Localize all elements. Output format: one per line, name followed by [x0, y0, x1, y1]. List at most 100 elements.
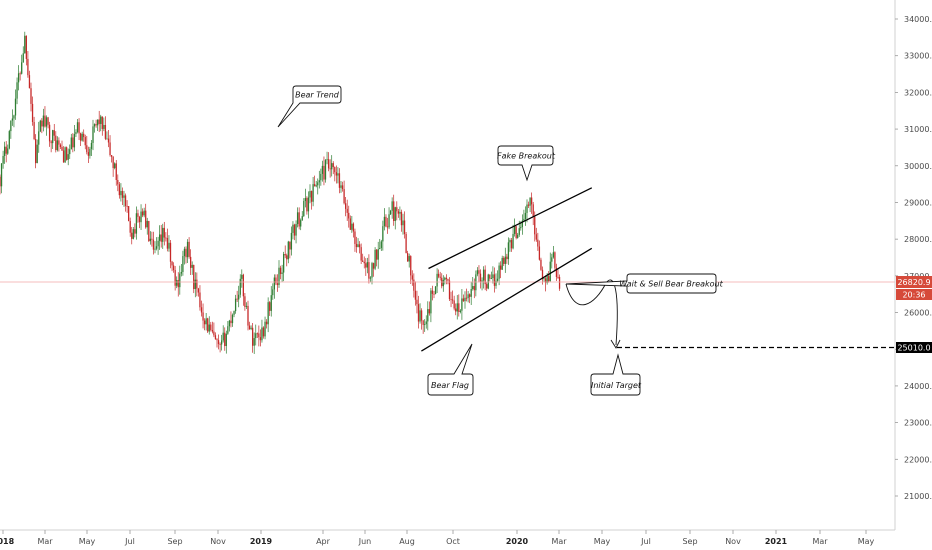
candle-body	[476, 270, 479, 275]
candle-body	[205, 318, 207, 325]
candle-body	[83, 133, 85, 138]
candle-body	[157, 240, 159, 247]
candle-body	[118, 184, 120, 196]
y-axis-panel[interactable]	[895, 0, 932, 550]
candle-body	[434, 286, 437, 294]
candle-body	[464, 297, 466, 302]
candle-body	[210, 324, 212, 330]
annotation-wait-sell[interactable]: Wait & Sell Bear Breakout	[565, 273, 724, 294]
candle-body	[304, 197, 306, 202]
candle-body	[224, 332, 226, 347]
candle-body	[337, 173, 339, 176]
annotation-bear-trend[interactable]: Bear Trend	[277, 85, 342, 128]
candle-body	[129, 221, 131, 233]
candle-body	[78, 122, 80, 134]
candle-body	[411, 275, 413, 280]
annotation-fake-breakout[interactable]: Fake Breakout	[497, 145, 556, 182]
candle-body	[393, 201, 395, 221]
candle-body	[138, 216, 141, 223]
candle-body	[380, 241, 382, 249]
x-tick-label: Mar	[37, 537, 53, 546]
projection-arrowhead	[610, 339, 621, 349]
lower-channel-line[interactable]	[421, 247, 593, 352]
candle-body	[120, 190, 122, 196]
candle-body	[509, 240, 511, 243]
candle-body	[492, 274, 494, 279]
last-price-tag[interactable]: 26820.9	[896, 276, 932, 288]
candle-body	[101, 116, 103, 129]
candle-body	[371, 263, 373, 278]
candle-body	[207, 318, 209, 332]
candle-body	[13, 115, 15, 119]
x-tick-label: 2018	[0, 537, 15, 546]
candle-body	[513, 226, 516, 234]
candle-body	[180, 271, 182, 274]
y-tick-label: 32000.0	[904, 88, 932, 97]
candle-body	[225, 333, 227, 347]
candle-body	[289, 241, 291, 250]
candle-body	[527, 204, 530, 206]
candle-body	[135, 213, 138, 234]
candle-body	[236, 298, 238, 300]
candle-body	[389, 210, 392, 215]
upper-channel-line[interactable]	[428, 187, 593, 270]
candle-body	[41, 120, 43, 127]
candle-body	[273, 277, 275, 290]
target-price-tag[interactable]: 25010.0	[896, 342, 932, 353]
candle-body	[493, 274, 496, 286]
candle-body	[7, 148, 9, 154]
candle-body	[250, 327, 252, 330]
candle-body	[92, 126, 94, 143]
candle-body	[50, 141, 52, 144]
candle-body	[496, 278, 499, 281]
candle-body	[362, 260, 364, 262]
candle-body	[256, 333, 258, 335]
candle-body	[70, 137, 72, 150]
candle-body	[123, 195, 125, 198]
candle-body	[35, 139, 37, 164]
annotation-text: Bear Trend	[295, 91, 340, 100]
candle-body	[298, 212, 300, 227]
candle-body	[408, 256, 410, 262]
candle-body	[230, 320, 232, 324]
candle-body	[286, 255, 288, 260]
candle-body	[366, 262, 368, 268]
candle-body	[110, 155, 113, 157]
candle-body	[405, 234, 407, 254]
candle-body	[386, 226, 389, 228]
candle-body	[526, 204, 528, 213]
candle-body	[33, 122, 35, 140]
candle-body	[338, 173, 341, 188]
candle-body	[442, 279, 444, 287]
candle-body	[67, 154, 69, 160]
candle-body	[177, 280, 179, 288]
candle-body	[391, 201, 393, 211]
candle-body	[309, 191, 311, 198]
candle-body	[524, 212, 527, 219]
annotation-bear-flag[interactable]: Bear Flag	[427, 343, 474, 396]
candle-body	[171, 261, 173, 266]
candle-body	[8, 131, 10, 149]
candle-body	[459, 310, 461, 312]
candle-body	[310, 191, 313, 202]
candle-body	[169, 242, 172, 262]
candle-body	[275, 277, 277, 284]
candle-body	[269, 302, 271, 311]
candle-body	[456, 303, 458, 312]
candle-body	[388, 214, 390, 228]
candle-body	[534, 216, 536, 235]
candle-body	[234, 298, 237, 312]
x-axis-ticks: 2018 Mar May Jul Sep Nov 2019 Apr Jun Aug Oct 2020 M…	[0, 530, 875, 546]
candle-body	[478, 270, 480, 274]
candle-body	[314, 184, 316, 187]
candle-body	[134, 229, 136, 234]
annotation-text: Initial Target	[591, 381, 642, 390]
annotation-initial-target[interactable]: Initial Target	[590, 353, 642, 396]
candle-body	[79, 133, 82, 141]
target-price-value: 25010.0	[897, 344, 930, 353]
candle-body	[540, 259, 542, 270]
candle-body	[512, 233, 514, 249]
candle-body	[239, 278, 241, 295]
trendlines[interactable]	[421, 187, 593, 352]
